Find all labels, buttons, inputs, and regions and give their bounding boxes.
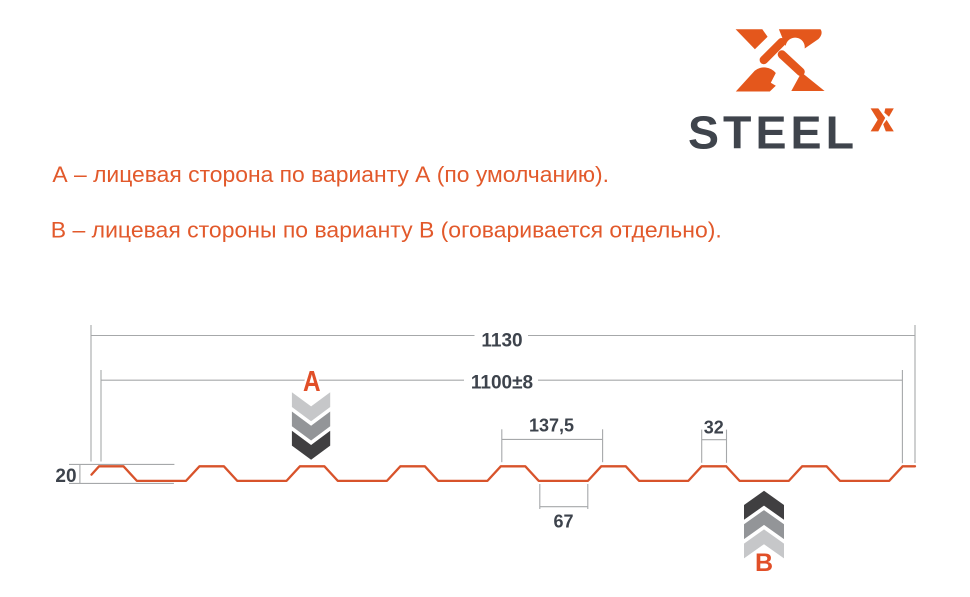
svg-text:В – лицевая стороны по вариант: В – лицевая стороны по варианту В (огова…	[51, 217, 722, 242]
svg-text:A: A	[303, 365, 321, 397]
svg-text:B: B	[755, 549, 773, 577]
svg-text:32: 32	[704, 418, 724, 438]
svg-text:STEEL: STEEL	[688, 106, 854, 158]
svg-text:67: 67	[553, 512, 573, 532]
svg-text:1130: 1130	[481, 330, 522, 351]
svg-text:1100±8: 1100±8	[471, 373, 533, 394]
svg-text:20: 20	[55, 466, 76, 487]
svg-text:А – лицевая сторона по вариант: А – лицевая сторона по варианту А (по ум…	[52, 162, 609, 187]
svg-text:137,5: 137,5	[529, 416, 574, 436]
